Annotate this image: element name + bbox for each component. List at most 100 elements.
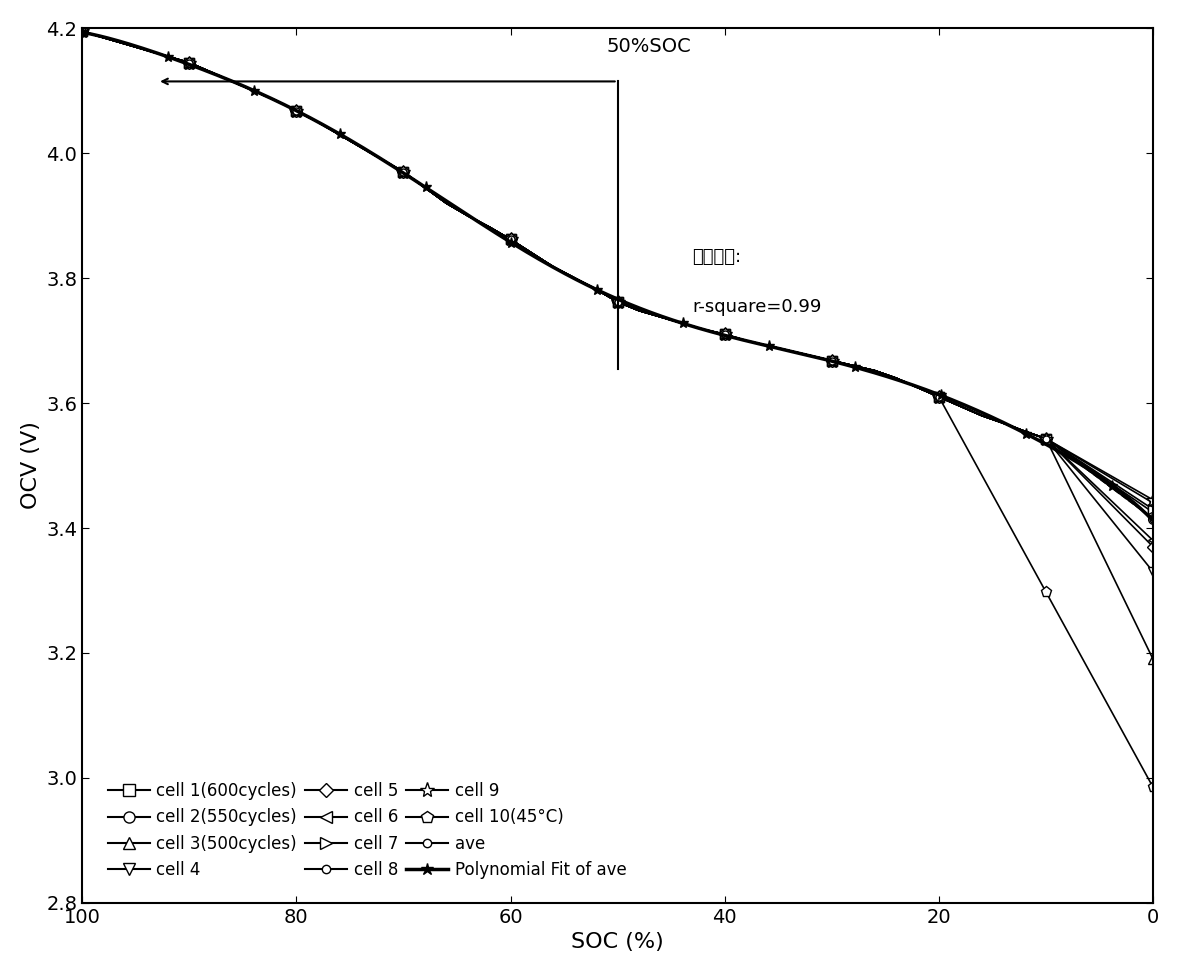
Polynomial Fit of ave — [590, 284, 604, 296]
cell 8 — [76, 25, 90, 37]
cell 7 — [310, 116, 325, 127]
cell 7 — [418, 182, 432, 194]
Polynomial Fit of ave — [1120, 491, 1134, 503]
cell 8 — [846, 360, 860, 372]
cell 7 — [846, 360, 860, 372]
cell 2(550cycles) — [310, 116, 325, 127]
cell 6 — [418, 182, 432, 194]
cell 8 — [1125, 485, 1139, 496]
cell 8 — [782, 344, 796, 356]
cell 10(45°C) — [418, 182, 432, 194]
cell 5 — [1146, 541, 1160, 553]
cell 2(550cycles) — [1146, 513, 1160, 524]
ave — [418, 182, 432, 194]
cell 4 — [76, 25, 90, 37]
Legend: cell 1(600cycles), cell 2(550cycles), cell 3(500cycles), cell 4, cell 5, cell 6,: cell 1(600cycles), cell 2(550cycles), ce… — [101, 775, 632, 885]
cell 5 — [1125, 520, 1139, 531]
cell 8 — [310, 116, 325, 127]
cell 2(550cycles) — [846, 360, 860, 372]
Line: cell 8: cell 8 — [79, 28, 1156, 507]
cell 5 — [310, 116, 325, 127]
cell 1(600cycles) — [418, 182, 432, 194]
cell 10(45°C) — [76, 25, 90, 37]
ave — [310, 116, 325, 127]
cell 9 — [310, 116, 325, 127]
cell 1(600cycles) — [1125, 491, 1139, 503]
Line: cell 7: cell 7 — [78, 26, 1158, 514]
Line: ave: ave — [79, 28, 1156, 523]
cell 4 — [1125, 539, 1139, 551]
cell 9 — [396, 166, 411, 178]
cell 3(500cycles) — [846, 360, 860, 372]
ave — [396, 166, 411, 178]
cell 9 — [846, 360, 860, 372]
cell 6 — [396, 166, 411, 178]
Line: cell 10(45°C): cell 10(45°C) — [77, 26, 1159, 793]
Text: r-square=0.99: r-square=0.99 — [693, 298, 822, 315]
cell 10(45°C) — [1125, 742, 1139, 754]
cell 4 — [310, 116, 325, 127]
cell 6 — [782, 344, 796, 356]
cell 5 — [846, 360, 860, 372]
cell 6 — [846, 360, 860, 372]
ave — [1146, 513, 1160, 524]
cell 2(550cycles) — [396, 166, 411, 178]
cell 5 — [76, 25, 90, 37]
cell 9 — [1125, 482, 1139, 493]
cell 3(500cycles) — [396, 166, 411, 178]
cell 8 — [396, 166, 411, 178]
Polynomial Fit of ave — [713, 328, 727, 340]
cell 3(500cycles) — [1146, 653, 1160, 665]
cell 8 — [1146, 497, 1160, 509]
Polynomial Fit of ave — [1146, 515, 1160, 526]
cell 4 — [418, 182, 432, 194]
cell 2(550cycles) — [76, 25, 90, 37]
cell 5 — [782, 344, 796, 356]
cell 3(500cycles) — [418, 182, 432, 194]
cell 3(500cycles) — [310, 116, 325, 127]
Line: cell 1(600cycles): cell 1(600cycles) — [78, 26, 1158, 518]
cell 10(45°C) — [782, 344, 796, 356]
cell 1(600cycles) — [310, 116, 325, 127]
cell 1(600cycles) — [76, 25, 90, 37]
Text: 50%SOC: 50%SOC — [607, 37, 691, 56]
cell 6 — [76, 25, 90, 37]
cell 9 — [418, 182, 432, 194]
Line: cell 6: cell 6 — [78, 26, 1158, 545]
Line: cell 2(550cycles): cell 2(550cycles) — [78, 26, 1158, 523]
Line: Polynomial Fit of ave: Polynomial Fit of ave — [77, 27, 1159, 526]
Polynomial Fit of ave — [584, 281, 598, 293]
X-axis label: SOC (%): SOC (%) — [571, 932, 664, 953]
cell 7 — [76, 25, 90, 37]
ave — [1125, 497, 1139, 509]
cell 8 — [418, 182, 432, 194]
cell 10(45°C) — [846, 360, 860, 372]
Polynomial Fit of ave — [76, 26, 90, 38]
cell 7 — [1146, 503, 1160, 515]
cell 10(45°C) — [1146, 781, 1160, 793]
Polynomial Fit of ave — [655, 310, 669, 322]
cell 1(600cycles) — [396, 166, 411, 178]
cell 4 — [396, 166, 411, 178]
cell 2(550cycles) — [782, 344, 796, 356]
cell 5 — [396, 166, 411, 178]
cell 10(45°C) — [310, 116, 325, 127]
cell 6 — [1146, 534, 1160, 546]
cell 3(500cycles) — [1125, 609, 1139, 621]
cell 6 — [310, 116, 325, 127]
cell 1(600cycles) — [782, 344, 796, 356]
cell 4 — [846, 360, 860, 372]
cell 1(600cycles) — [846, 360, 860, 372]
ave — [782, 344, 796, 356]
Line: cell 9: cell 9 — [76, 24, 1160, 507]
cell 7 — [782, 344, 796, 356]
cell 9 — [782, 344, 796, 356]
ave — [846, 360, 860, 372]
cell 7 — [1125, 489, 1139, 501]
cell 3(500cycles) — [76, 25, 90, 37]
cell 9 — [76, 25, 90, 37]
Line: cell 3(500cycles): cell 3(500cycles) — [78, 26, 1158, 664]
Text: 相关系数:: 相关系数: — [693, 248, 742, 266]
cell 1(600cycles) — [1146, 507, 1160, 519]
cell 2(550cycles) — [418, 182, 432, 194]
